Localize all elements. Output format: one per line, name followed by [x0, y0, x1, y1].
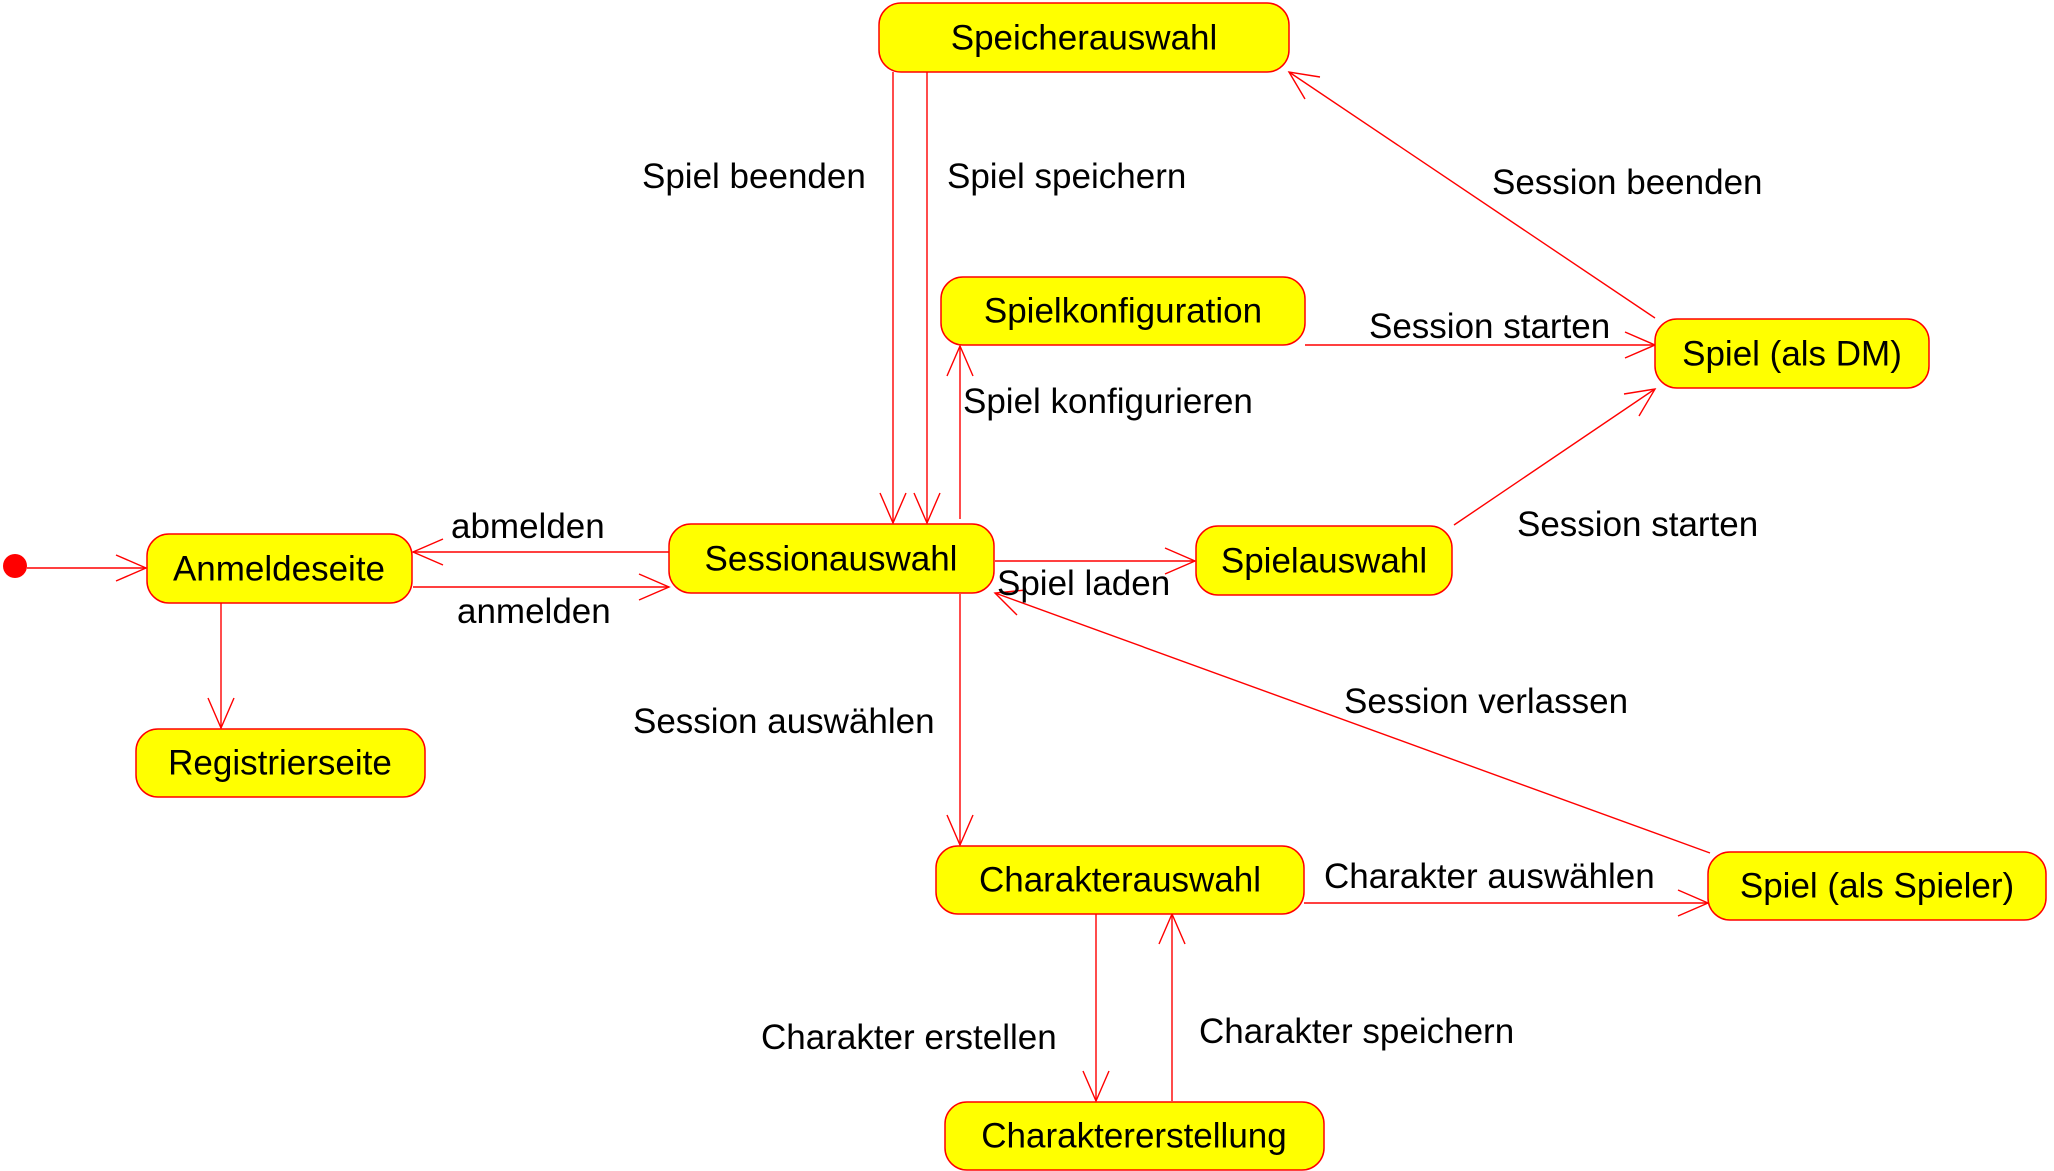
state-label: Spiel (als Spieler) — [1740, 867, 2014, 906]
state-charaktererstellung: Charaktererstellung — [944, 1101, 1325, 1171]
state-label: Spielkonfiguration — [984, 292, 1262, 331]
state-label: Charaktererstellung — [981, 1117, 1286, 1156]
state-label: Spiel (als DM) — [1682, 335, 1902, 374]
edge-spiel-speichern — [913, 72, 941, 525]
state-label: Charakterauswahl — [979, 861, 1261, 900]
state-spielauswahl: Spielauswahl — [1195, 525, 1453, 596]
edge-session-auswaehlen — [946, 594, 974, 847]
edge-spiel-beenden — [879, 72, 907, 525]
label-session-beenden: Session beenden — [1492, 163, 1763, 202]
label-charakter-speichern: Charakter speichern — [1199, 1012, 1514, 1051]
state-label: Registrierseite — [168, 744, 392, 783]
label-charakter-auswaehlen: Charakter auswählen — [1324, 857, 1655, 896]
edge-spiel-laden — [995, 547, 1197, 575]
edge-spiel-konfigurieren — [946, 344, 974, 519]
state-label: Spielauswahl — [1221, 542, 1427, 581]
label-anmelden: anmelden — [457, 592, 611, 631]
state-anmeldeseite: Anmeldeseite — [146, 533, 413, 604]
edge-session-verlassen — [993, 589, 1711, 854]
state-spielkonfiguration: Spielkonfiguration — [940, 276, 1306, 346]
edge-anmeldeseite-to-registrierseite — [207, 603, 235, 730]
edge-anmelden — [413, 573, 671, 601]
state-sessionauswahl: Sessionauswahl — [668, 523, 995, 594]
edge-session-starten-from-spielauswahl — [1453, 388, 1657, 526]
label-session-starten-2: Session starten — [1517, 505, 1758, 544]
edge-charakter-erstellen — [1082, 914, 1110, 1103]
state-charakterauswahl: Charakterauswahl — [935, 845, 1305, 915]
label-abmelden: abmelden — [451, 507, 605, 546]
label-charakter-erstellen: Charakter erstellen — [761, 1018, 1057, 1057]
state-registrierseite: Registrierseite — [135, 728, 426, 798]
transitions — [27, 71, 1711, 1103]
state-label: Anmeldeseite — [173, 550, 385, 589]
label-spiel-speichern: Spiel speichern — [947, 157, 1186, 196]
label-spiel-beenden: Spiel beenden — [642, 157, 866, 196]
label-session-auswaehlen: Session auswählen — [633, 702, 935, 741]
edge-start-to-anmeldeseite — [27, 554, 148, 582]
edge-charakter-speichern — [1158, 912, 1186, 1101]
states: Speicherauswahl Spielkonfiguration Spiel… — [135, 2, 2047, 1171]
edge-session-beenden — [1287, 71, 1656, 319]
state-spiel-als-spieler: Spiel (als Spieler) — [1707, 851, 2047, 921]
initial-state-dot — [3, 554, 27, 578]
label-session-starten-1: Session starten — [1369, 307, 1610, 346]
label-spiel-konfigurieren: Spiel konfigurieren — [963, 382, 1253, 421]
edge-abmelden — [411, 538, 669, 566]
state-label: Speicherauswahl — [951, 19, 1218, 58]
label-spiel-laden: Spiel laden — [997, 564, 1170, 603]
transition-labels: Spiel beenden Spiel speichern Session be… — [451, 157, 1763, 1057]
state-spiel-als-dm: Spiel (als DM) — [1654, 318, 1930, 389]
state-speicherauswahl: Speicherauswahl — [878, 2, 1290, 73]
label-session-verlassen: Session verlassen — [1344, 682, 1628, 721]
state-label: Sessionauswahl — [705, 540, 958, 579]
